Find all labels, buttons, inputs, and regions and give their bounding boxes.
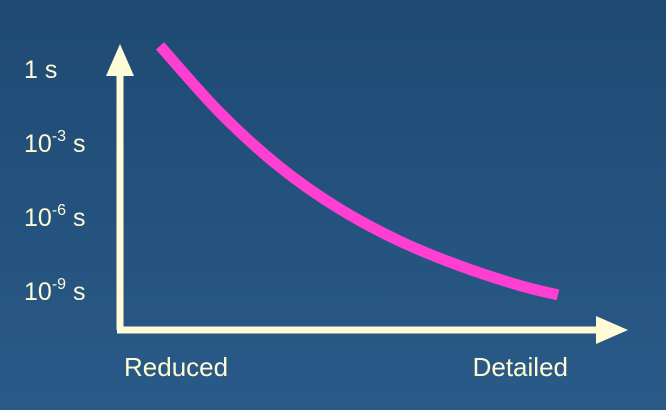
y-tick-label: 10-3 s (24, 128, 86, 158)
y-tick-label: 10-6 s (24, 202, 86, 232)
y-tick-exponent: -3 (52, 128, 66, 145)
y-axis-arrow (106, 44, 134, 76)
x-ticks: Reduced Detailed (124, 352, 568, 382)
x-tick-label-left: Reduced (124, 352, 228, 382)
y-ticks: 1 s10-3 s10-6 s10-9 s (24, 56, 86, 306)
y-tick-exponent: -6 (52, 202, 66, 219)
y-tick-base: 10 (24, 130, 52, 158)
y-tick-label: 10-9 s (24, 276, 86, 306)
y-tick-exponent: -9 (52, 276, 66, 293)
y-tick-unit: s (66, 278, 85, 306)
y-tick-base: 10 (24, 278, 52, 306)
y-tick-unit: s (66, 130, 85, 158)
y-tick-unit: s (38, 56, 57, 84)
y-tick-base: 1 (24, 56, 38, 84)
y-tick-unit: s (66, 204, 85, 232)
axes (106, 44, 628, 344)
x-tick-label-right: Detailed (473, 352, 568, 382)
y-tick-base: 10 (24, 204, 52, 232)
x-axis-arrow (596, 316, 628, 344)
series-line (155, 42, 560, 301)
series (155, 42, 560, 301)
y-tick-label: 1 s (24, 56, 57, 84)
